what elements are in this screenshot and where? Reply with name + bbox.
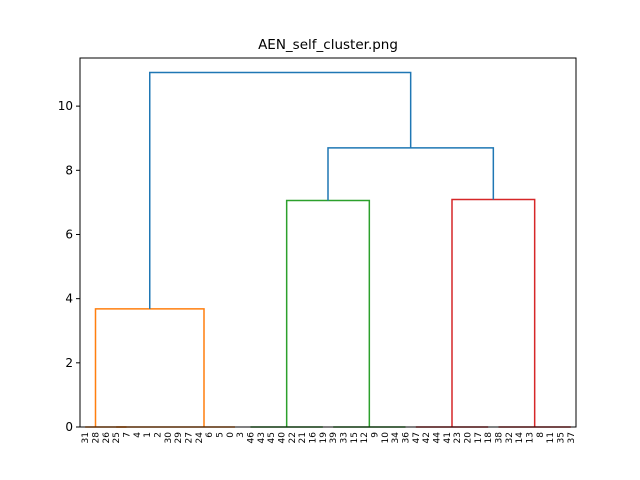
leaf-label: 46 — [247, 432, 257, 444]
leaf-label: 19 — [319, 432, 329, 444]
leaf-label: 6 — [205, 432, 215, 438]
leaf-label: 37 — [567, 432, 577, 443]
y-tick-label: 2 — [65, 356, 73, 370]
leaf-label: 41 — [443, 432, 453, 443]
dendrogram-link-9 — [327, 147, 495, 201]
leaf-label: 25 — [112, 432, 122, 443]
leaf-label: 7 — [123, 432, 133, 438]
leaf-label: 33 — [340, 432, 350, 443]
leaf-label: 29 — [174, 432, 184, 444]
leaf-label: 43 — [257, 432, 267, 443]
leaf-label: 8 — [536, 432, 546, 438]
dendrogram-links — [85, 71, 571, 428]
dendrogram-link-7 — [285, 199, 371, 427]
y-axis: 0 2 4 6 8 10 — [58, 99, 80, 434]
plot-frame — [79, 57, 577, 428]
leaf-label: 3 — [236, 432, 246, 438]
leaf-label: 15 — [350, 432, 360, 443]
leaf-label: 10 — [381, 432, 391, 444]
leaf-label: 44 — [433, 432, 443, 444]
leaf-label: 0 — [226, 432, 236, 438]
x-axis: 31 28 26 25 7 4 1 2 30 29 27 24 6 5 0 3 46 43 45 40 22 21 16 19… — [81, 432, 577, 444]
leaf-label: 16 — [309, 432, 319, 444]
leaf-label: 22 — [288, 432, 298, 443]
leaf-label: 27 — [185, 432, 195, 443]
y-tick-label: 8 — [65, 163, 73, 177]
y-tick-label: 0 — [65, 420, 73, 434]
y-tick-label: 10 — [58, 99, 73, 113]
leaf-label: 11 — [546, 432, 556, 443]
leaf-label: 39 — [329, 432, 339, 444]
leaf-label: 38 — [495, 432, 505, 444]
leaf-label: 40 — [278, 432, 288, 444]
leaf-label: 12 — [360, 432, 370, 443]
leaf-label: 14 — [515, 432, 525, 444]
leaf-label: 9 — [371, 432, 381, 438]
y-tick-label: 6 — [65, 227, 73, 241]
leaf-label: 2 — [154, 432, 164, 438]
leaf-label: 28 — [92, 432, 102, 444]
leaf-label: 32 — [505, 432, 515, 443]
leaf-label: 31 — [81, 432, 91, 443]
leaf-label: 42 — [422, 432, 432, 443]
leaf-label: 18 — [484, 432, 494, 444]
leaf-label: 26 — [102, 432, 112, 444]
leaf-label: 13 — [526, 432, 536, 443]
leaf-label: 34 — [391, 432, 401, 444]
leaf-label: 5 — [216, 432, 226, 438]
leaf-label: 45 — [267, 432, 277, 443]
leaf-label: 24 — [195, 432, 205, 444]
y-tick-label: 4 — [65, 292, 73, 306]
leaf-label: 35 — [557, 432, 567, 443]
leaf-label: 1 — [143, 432, 153, 438]
leaf-label: 23 — [453, 432, 463, 443]
leaf-label: 20 — [464, 432, 474, 444]
leaf-label: 17 — [474, 432, 484, 443]
leaf-label: 30 — [164, 432, 174, 444]
leaf-label: 36 — [402, 432, 412, 444]
leaf-label: 47 — [412, 432, 422, 443]
dendrogram-link-10 — [149, 71, 412, 309]
dendrogram-link-8 — [451, 198, 536, 427]
leaf-label: 4 — [133, 432, 143, 438]
leaf-label: 21 — [298, 432, 308, 443]
dendrogram-link-6 — [94, 308, 205, 427]
chart-title: AEN_self_cluster.png — [258, 37, 398, 53]
